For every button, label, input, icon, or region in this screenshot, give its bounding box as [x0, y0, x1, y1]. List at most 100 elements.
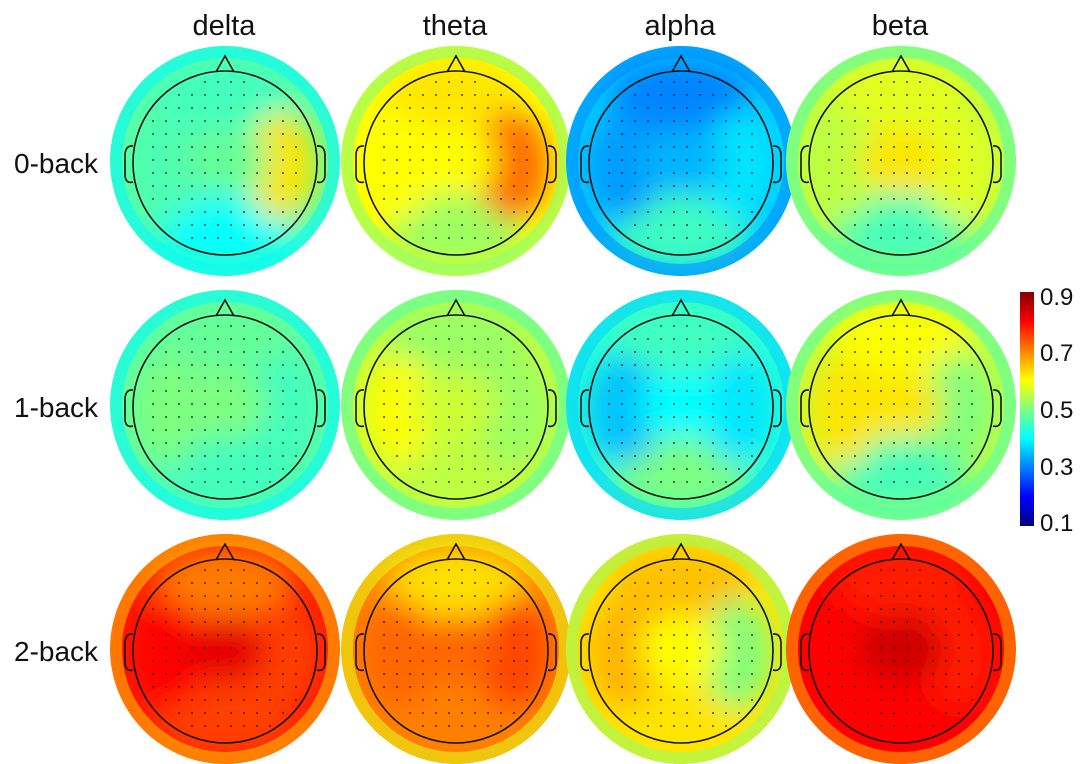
region-center [414, 615, 498, 683]
colorbar-tick-0.5: 0.5 [1040, 397, 1074, 424]
region-center [639, 371, 723, 439]
nose-outline [215, 54, 235, 73]
right-ear-outline [547, 145, 557, 184]
colorbar-tick-0.3: 0.3 [1040, 454, 1074, 481]
region-left [588, 111, 660, 221]
region-anterior [386, 58, 526, 134]
electrode-markers [608, 81, 753, 239]
right-ear-outline [772, 633, 782, 672]
region-posterior [611, 437, 751, 513]
region-anterior [831, 58, 971, 134]
topomap-1-back-delta [110, 290, 340, 520]
right-ear-outline [316, 145, 326, 184]
topomap-2-back-beta [786, 534, 1016, 764]
region-left [363, 355, 435, 465]
region-left [132, 599, 204, 709]
right-ear-outline [992, 389, 1002, 428]
region-center [639, 127, 723, 195]
region-posterior [155, 193, 295, 269]
right-ear-outline [316, 633, 326, 672]
right-ear-outline [547, 389, 557, 428]
left-ear-outline [124, 389, 134, 428]
region-anterior [831, 302, 971, 378]
right-ear-outline [772, 389, 782, 428]
region-right [477, 111, 549, 221]
electrode-markers [828, 569, 973, 727]
region-center [859, 615, 943, 683]
region-center [639, 615, 723, 683]
region-anterior [386, 546, 526, 622]
column-label-theta: theta [422, 10, 488, 42]
region-anterior [611, 58, 751, 134]
left-ear-outline [800, 633, 810, 672]
region-center [859, 127, 943, 195]
nose-outline [671, 54, 691, 73]
head-outline [132, 70, 318, 256]
region-right [477, 599, 549, 709]
right-ear-outline [772, 145, 782, 184]
topomap-rim [786, 290, 1016, 520]
nose-outline [891, 54, 911, 73]
head-outline [363, 314, 549, 500]
left-ear-outline [124, 145, 134, 184]
region-posterior [386, 193, 526, 269]
head-outline [132, 314, 318, 500]
head-outline [363, 70, 549, 256]
left-ear-outline [580, 389, 590, 428]
right-ear-outline [547, 633, 557, 672]
region-posterior [155, 437, 295, 513]
electrode-markers [152, 81, 297, 239]
region-posterior [831, 437, 971, 513]
region-right [922, 355, 994, 465]
region-anterior [155, 546, 295, 622]
row-label-0-back: 0-back [14, 148, 99, 179]
colorbar-gradient [1020, 292, 1034, 526]
electrode-markers [828, 81, 973, 239]
region-anterior [831, 546, 971, 622]
head-outline [588, 314, 774, 500]
nose-outline [215, 542, 235, 561]
electrode-markers [152, 325, 297, 483]
left-ear-outline [580, 145, 590, 184]
region-center [183, 615, 267, 683]
column-label-delta: delta [192, 10, 256, 42]
region-right [246, 111, 318, 221]
left-ear-outline [800, 389, 810, 428]
nose-outline [215, 298, 235, 317]
right-ear-outline [992, 145, 1002, 184]
region-left [808, 355, 880, 465]
region-left [132, 111, 204, 221]
electrode-markers [828, 325, 973, 483]
electrode-markers [383, 325, 528, 483]
region-right [246, 355, 318, 465]
left-ear-outline [580, 633, 590, 672]
region-anterior [155, 58, 295, 134]
left-ear-outline [355, 389, 365, 428]
colorbar-tick-0.9: 0.9 [1040, 284, 1074, 311]
column-label-alpha: alpha [644, 10, 716, 42]
electrode-markers [608, 325, 753, 483]
row-label-2-back: 2-back [14, 636, 99, 667]
region-center [414, 371, 498, 439]
head-outline [132, 558, 318, 744]
region-posterior [386, 437, 526, 513]
topomap-rim [110, 290, 340, 520]
region-anterior [611, 546, 751, 622]
nose-outline [446, 542, 466, 561]
topomap-2-back-theta [341, 534, 571, 764]
region-left [808, 599, 880, 709]
colorbar [1020, 292, 1034, 526]
colorbar-tick-0.1: 0.1 [1040, 510, 1074, 537]
topomap-1-back-theta [341, 290, 571, 520]
region-anterior [155, 302, 295, 378]
region-posterior [611, 681, 751, 757]
nose-outline [446, 298, 466, 317]
topomap-2-back-alpha [566, 534, 796, 764]
region-posterior [155, 681, 295, 757]
region-center [183, 371, 267, 439]
region-anterior [611, 302, 751, 378]
region-left [588, 355, 660, 465]
region-right [702, 355, 774, 465]
region-posterior [611, 193, 751, 269]
region-left [808, 111, 880, 221]
